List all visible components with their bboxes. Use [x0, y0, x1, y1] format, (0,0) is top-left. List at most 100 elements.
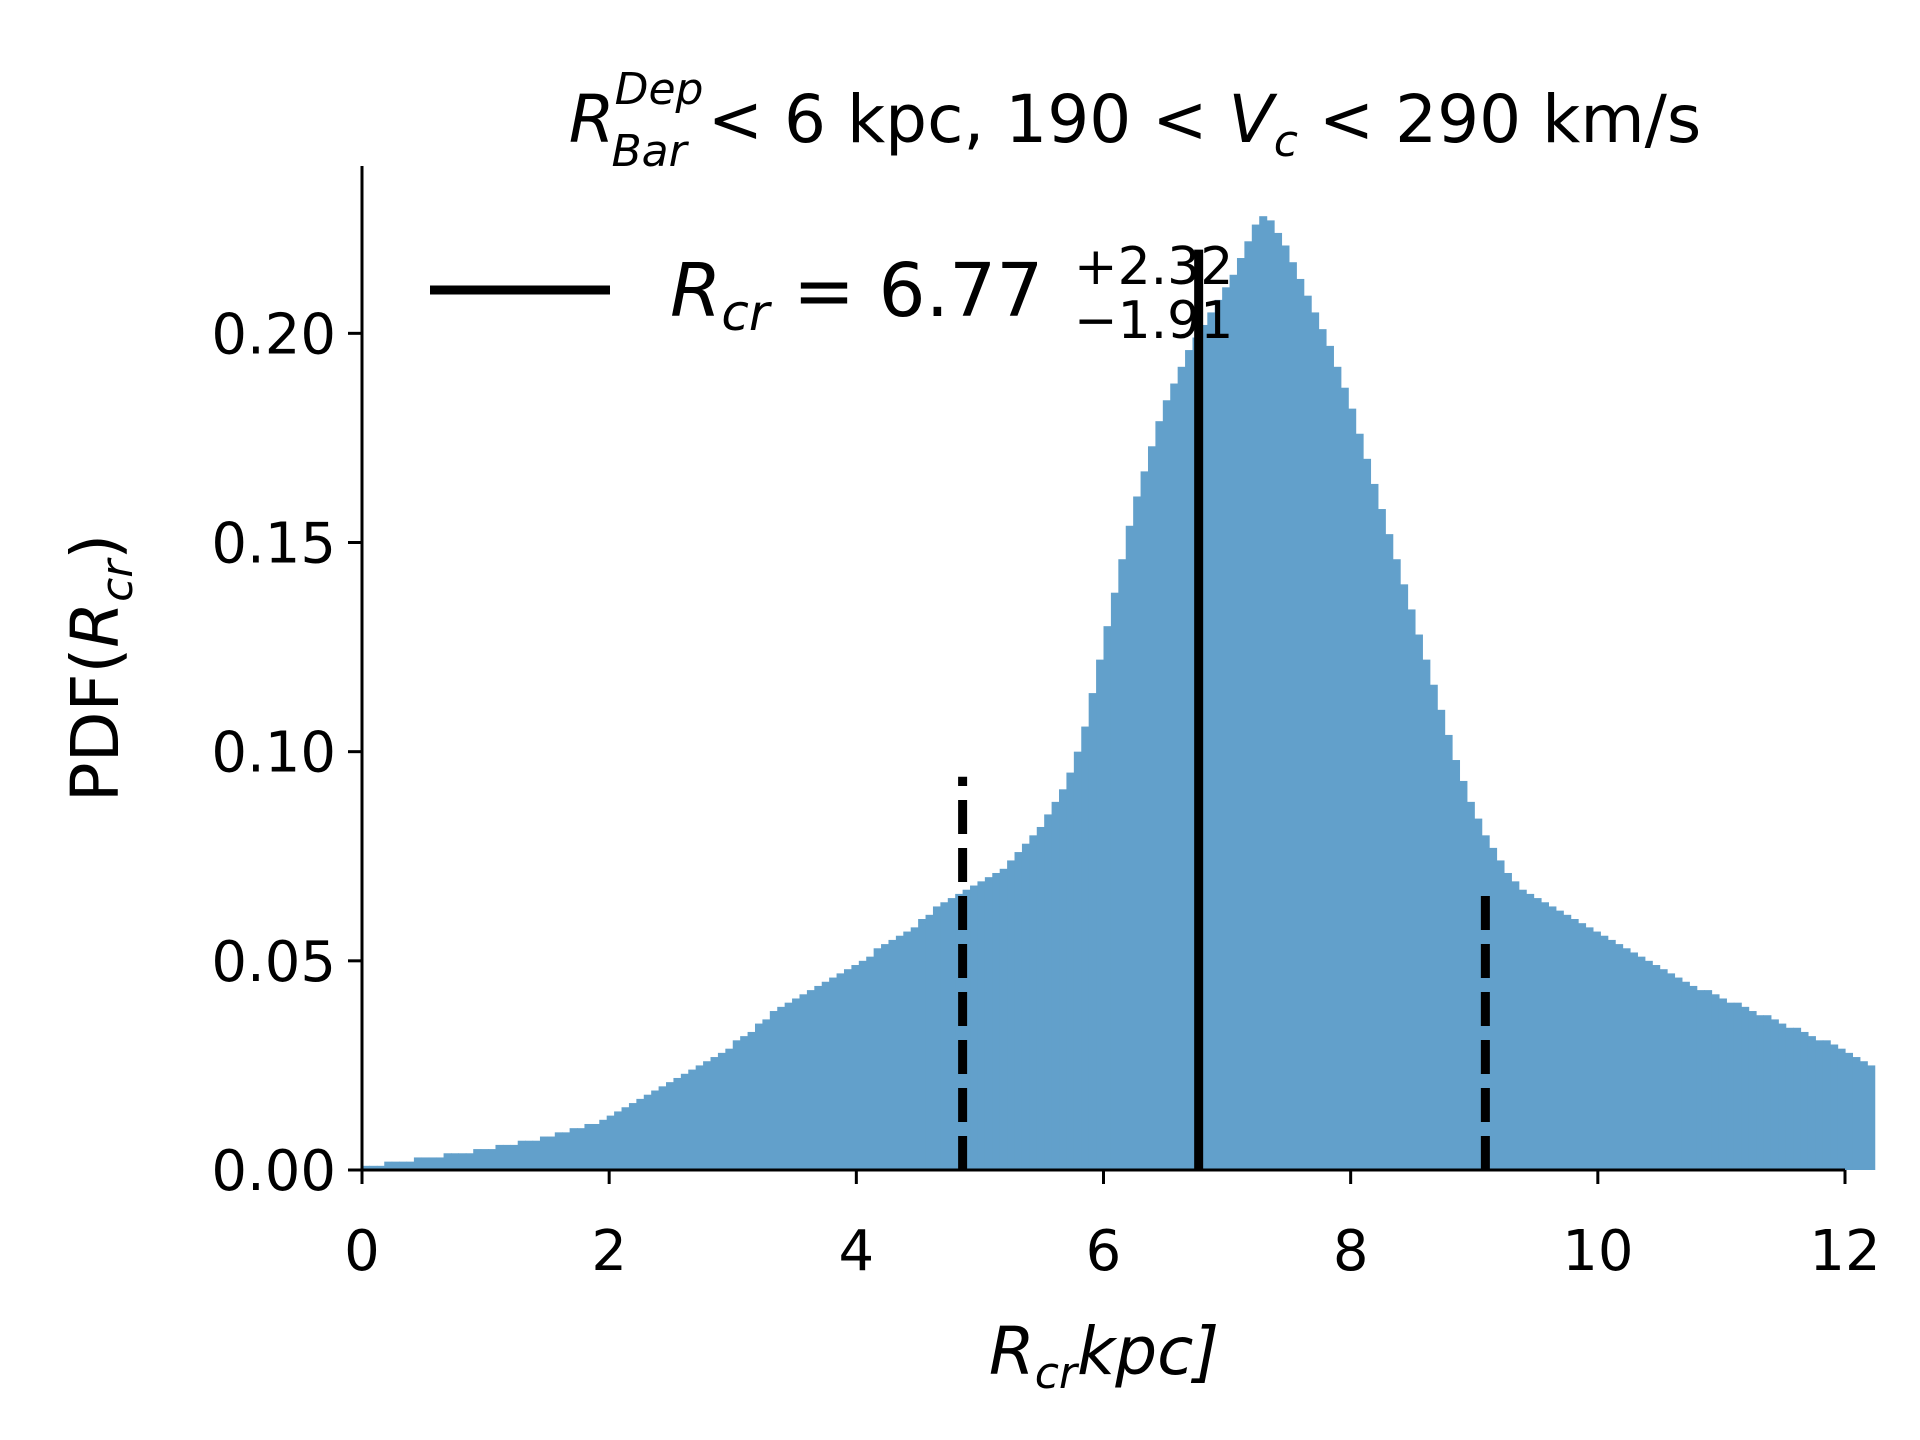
histogram-bar — [1407, 609, 1416, 1170]
histogram-bar — [1214, 299, 1223, 1170]
histogram-bar — [1748, 1011, 1757, 1170]
histogram-bar — [413, 1157, 422, 1170]
histogram-bar — [1051, 801, 1060, 1170]
histogram-bar — [777, 1006, 786, 1170]
histogram-bar — [1563, 914, 1572, 1170]
histogram-bar — [1392, 559, 1401, 1170]
histogram-bar — [1592, 931, 1601, 1170]
histogram-bar — [1340, 387, 1349, 1170]
histogram-bar — [1363, 458, 1372, 1170]
y-axis-label: PDF(Rcr) — [57, 534, 143, 802]
x-tick-label: 4 — [839, 1219, 875, 1284]
histogram-bar — [1059, 789, 1068, 1170]
histogram-bar — [680, 1073, 689, 1170]
histogram-bar — [1155, 421, 1164, 1170]
histogram-bar — [1830, 1044, 1839, 1170]
histogram-bar — [1222, 287, 1231, 1171]
histogram-bar — [725, 1048, 734, 1170]
histogram-bar — [1303, 295, 1312, 1170]
histogram-bar — [1452, 760, 1461, 1170]
histogram-bar — [1325, 345, 1334, 1171]
histogram-bar — [1118, 559, 1127, 1170]
histogram-bar — [1741, 1006, 1750, 1170]
histogram-bar — [1867, 1065, 1876, 1170]
x-tick-label: 10 — [1562, 1219, 1633, 1284]
histogram-bar — [1689, 985, 1698, 1170]
histogram-bar — [784, 1002, 793, 1170]
histogram-bar — [1029, 835, 1038, 1170]
histogram-bar — [1459, 780, 1468, 1170]
histogram-bar — [1496, 860, 1505, 1170]
histogram-bar — [1333, 366, 1342, 1170]
histogram-bar — [473, 1149, 482, 1170]
histogram-bar — [658, 1086, 667, 1170]
histogram-bar — [1147, 446, 1157, 1170]
histogram-bar — [955, 893, 964, 1170]
y-tick-label: 0.20 — [211, 302, 336, 367]
histogram-bar — [1540, 902, 1549, 1170]
histogram-bar — [1266, 220, 1275, 1171]
histogram-bar — [539, 1136, 548, 1170]
histogram-bar — [1659, 969, 1668, 1170]
y-axis-ticks: 0.00 0.05 0.10 0.15 0.20 — [211, 302, 362, 1204]
histogram-bar — [1600, 935, 1609, 1170]
y-tick-label: 0.00 — [211, 1139, 336, 1204]
histogram-bar — [1615, 944, 1624, 1170]
histogram-bar — [947, 898, 956, 1170]
histogram-bar — [1422, 659, 1431, 1170]
histogram-bar — [925, 914, 934, 1170]
histogram-bar — [614, 1111, 623, 1170]
title-rest: < 6 kpc, 190 < — [687, 81, 1229, 158]
histogram-bar — [792, 998, 801, 1170]
histogram-bar — [754, 1023, 764, 1170]
histogram-bar — [1644, 960, 1653, 1170]
histogram-bar — [1044, 814, 1053, 1170]
histogram-bar — [1570, 919, 1579, 1170]
ylabel-prefix: PDF( — [57, 648, 134, 802]
histogram-bar — [962, 889, 971, 1170]
histogram-bar — [1199, 324, 1208, 1170]
histogram-bar — [1622, 948, 1631, 1170]
histogram-bar — [1162, 400, 1171, 1170]
histogram-bar — [1585, 927, 1594, 1170]
histogram-bar — [1696, 990, 1705, 1170]
histogram-bar — [1377, 509, 1386, 1170]
xlabel-symbol: R — [989, 1313, 1035, 1390]
histogram-bar — [502, 1144, 511, 1170]
histogram-bars — [362, 216, 1876, 1171]
histogram-bar — [836, 973, 845, 1170]
histogram-bar — [480, 1149, 489, 1170]
histogram-bar — [888, 939, 897, 1170]
histogram-bar — [554, 1132, 563, 1170]
x-tick-label: 0 — [344, 1219, 380, 1284]
histogram-bar — [1207, 312, 1216, 1171]
histogram-bar — [717, 1052, 726, 1170]
histogram-bar — [1414, 634, 1423, 1170]
ylabel-suffix: ) — [57, 534, 134, 560]
histogram-bar — [1244, 241, 1253, 1171]
histogram-bar — [1607, 939, 1616, 1170]
title-sub: Bar — [611, 126, 689, 177]
histogram-bar — [1348, 408, 1357, 1171]
histogram-bar — [1533, 898, 1542, 1170]
title-v-sub: c — [1274, 116, 1298, 167]
histogram-bar — [1681, 981, 1690, 1170]
ylabel-symbol: R — [57, 602, 134, 648]
histogram-bar — [1110, 592, 1119, 1170]
histogram-bar — [903, 931, 912, 1170]
histogram-bar — [436, 1157, 445, 1170]
histogram-bar — [1489, 847, 1498, 1170]
histogram-bar — [1793, 1027, 1802, 1170]
histogram-bar — [940, 902, 949, 1170]
y-tick-label: 0.05 — [211, 930, 336, 995]
histogram-bar — [1845, 1052, 1854, 1170]
histogram-bar — [910, 927, 919, 1170]
histogram-bar — [895, 935, 904, 1170]
histogram-bar — [1400, 584, 1409, 1170]
histogram-bar — [621, 1107, 630, 1170]
histogram-bar — [747, 1031, 756, 1170]
histogram-bar — [1807, 1036, 1816, 1170]
histogram-bar — [1474, 818, 1483, 1170]
histogram-bar — [443, 1153, 452, 1170]
histogram-bar — [673, 1077, 682, 1170]
